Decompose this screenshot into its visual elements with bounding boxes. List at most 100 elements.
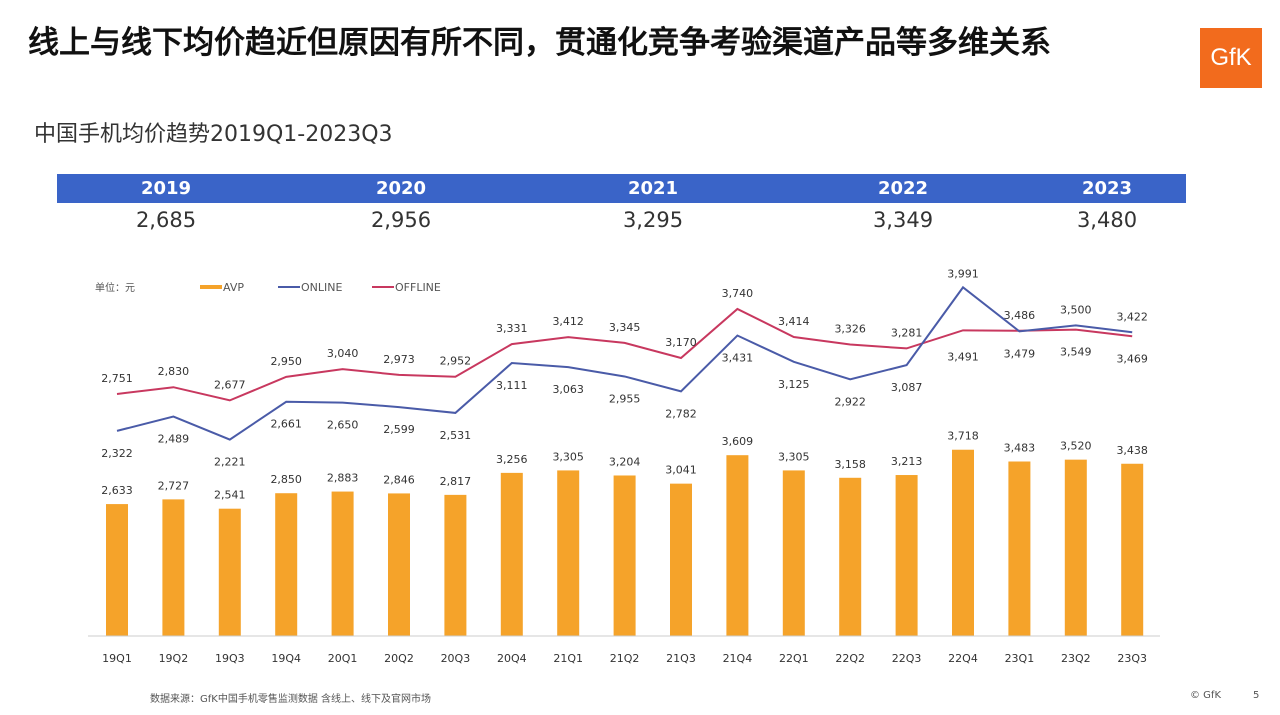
- year-avp: 3,295: [622, 208, 684, 232]
- x-tick-label: 19Q1: [102, 652, 132, 665]
- online-data-label: 3,479: [1004, 347, 1036, 360]
- avp-bar: [895, 475, 918, 636]
- offline-data-label: 2,973: [383, 353, 415, 366]
- year-label: 2023: [1081, 178, 1133, 199]
- x-tick-label: 22Q3: [892, 652, 922, 665]
- online-line: [116, 285, 1133, 441]
- year-label: 2020: [375, 178, 427, 199]
- offline-data-label: 3,486: [1004, 309, 1036, 322]
- year-label: 2022: [877, 178, 929, 199]
- x-tick-label: 19Q2: [159, 652, 189, 665]
- online-data-label: 3,549: [1060, 346, 1092, 359]
- online-data-label: 3,125: [778, 378, 810, 391]
- avp-data-label: 3,158: [834, 458, 866, 471]
- legend-label-online: ONLINE: [301, 281, 342, 294]
- online-data-label: 2,955: [609, 392, 641, 405]
- avp-bar: [839, 477, 862, 636]
- online-data-label: 2,782: [665, 407, 697, 420]
- x-tick-label: 21Q1: [553, 652, 583, 665]
- offline-data-label: 3,040: [327, 347, 359, 360]
- year-avp: 2,685: [135, 208, 197, 232]
- avp-bar: [388, 493, 410, 636]
- x-tick-label: 21Q4: [723, 652, 753, 665]
- avp-bar: [782, 470, 805, 636]
- online-data-label: 2,221: [214, 456, 246, 469]
- offline-data-label: 2,751: [101, 372, 133, 385]
- year-band: [57, 174, 1186, 203]
- offline-line: [116, 307, 1133, 402]
- offline-data-label: 3,281: [891, 326, 923, 339]
- avp-data-label: 2,846: [383, 473, 415, 486]
- offline-data-label: 3,331: [496, 322, 528, 335]
- x-tick-label: 23Q2: [1061, 652, 1091, 665]
- offline-data-label: 3,345: [609, 321, 641, 334]
- avp-data-label: 2,850: [270, 473, 302, 486]
- offline-data-label: 2,830: [158, 365, 190, 378]
- x-tick-label: 20Q1: [328, 652, 358, 665]
- offline-data-label: 3,170: [665, 336, 697, 349]
- year-avp: 3,349: [872, 208, 934, 232]
- offline-data-label: 3,326: [834, 323, 866, 336]
- page-title: 线上与线下均价趋近但原因有所不同，贯通化竞争考验渠道产品等多维关系: [28, 25, 1051, 61]
- avp-bar: [670, 483, 692, 636]
- avp-data-label: 3,520: [1060, 440, 1092, 453]
- avp-bar: [444, 494, 467, 636]
- chart-subtitle: 中国手机均价趋势2019Q1-2023Q3: [34, 122, 393, 147]
- legend-label-avp: AVP: [223, 281, 244, 294]
- x-tick-label: 20Q4: [497, 652, 527, 665]
- gfk-logo: GfK: [1200, 28, 1262, 88]
- online-data-label: 2,489: [158, 433, 190, 446]
- avp-data-label: 3,718: [947, 430, 979, 443]
- online-data-label: 2,650: [327, 419, 359, 432]
- avp-data-label: 3,305: [778, 450, 810, 463]
- x-tick-label: 23Q3: [1117, 652, 1147, 665]
- x-tick-label: 22Q4: [948, 652, 978, 665]
- avp-bar: [726, 455, 749, 636]
- avp-data-label: 2,633: [101, 484, 133, 497]
- avp-data-label: 2,883: [327, 472, 359, 485]
- avp-bar: [557, 470, 580, 636]
- legend-label-offline: OFFLINE: [395, 281, 441, 294]
- avp-bar: [331, 491, 354, 636]
- online-data-label: 3,063: [552, 383, 584, 396]
- x-tick-label: 20Q3: [441, 652, 471, 665]
- avp-bar: [162, 499, 185, 636]
- unit-label: 单位：元: [95, 281, 135, 294]
- year-label: 2021: [627, 178, 679, 199]
- x-tick-label: 22Q2: [835, 652, 865, 665]
- copyright: © GfK: [1190, 690, 1222, 701]
- offline-data-label: 3,500: [1060, 303, 1092, 316]
- avp-bar: [275, 493, 298, 636]
- offline-data-label: 3,422: [1116, 310, 1148, 323]
- source-note: 数据来源：GfK中国手机零售监测数据 含线上、线下及官网市场: [150, 694, 432, 705]
- avp-data-label: 3,256: [496, 453, 528, 466]
- offline-data-label: 2,952: [440, 355, 472, 368]
- offline-data-label: 2,950: [270, 355, 302, 368]
- x-tick-label: 19Q3: [215, 652, 245, 665]
- online-data-label: 2,599: [383, 423, 415, 436]
- avp-bar: [218, 508, 241, 636]
- avp-bar: [1121, 463, 1144, 636]
- avp-data-label: 3,438: [1116, 444, 1148, 457]
- x-tick-label: 21Q3: [666, 652, 696, 665]
- avp-bar: [500, 472, 523, 636]
- offline-data-label: 3,412: [552, 315, 584, 328]
- x-tick-label: 23Q1: [1005, 652, 1035, 665]
- year-label: 2019: [140, 178, 192, 199]
- online-data-label: 3,431: [722, 352, 754, 365]
- avp-bar: [952, 449, 974, 636]
- avp-data-label: 3,204: [609, 455, 641, 468]
- online-data-label: 3,111: [496, 379, 528, 392]
- online-data-label: 2,531: [440, 429, 472, 442]
- x-tick-label: 21Q2: [610, 652, 640, 665]
- page-number: 5: [1253, 690, 1260, 701]
- avp-data-label: 3,213: [891, 455, 923, 468]
- offline-data-label: 3,491: [947, 350, 979, 363]
- x-tick-label: 22Q1: [779, 652, 809, 665]
- avp-data-label: 2,817: [440, 475, 472, 488]
- online-data-label: 3,469: [1116, 352, 1148, 365]
- online-data-label: 2,322: [101, 447, 133, 460]
- avp-data-label: 3,609: [722, 435, 754, 448]
- online-data-label: 3,087: [891, 381, 923, 394]
